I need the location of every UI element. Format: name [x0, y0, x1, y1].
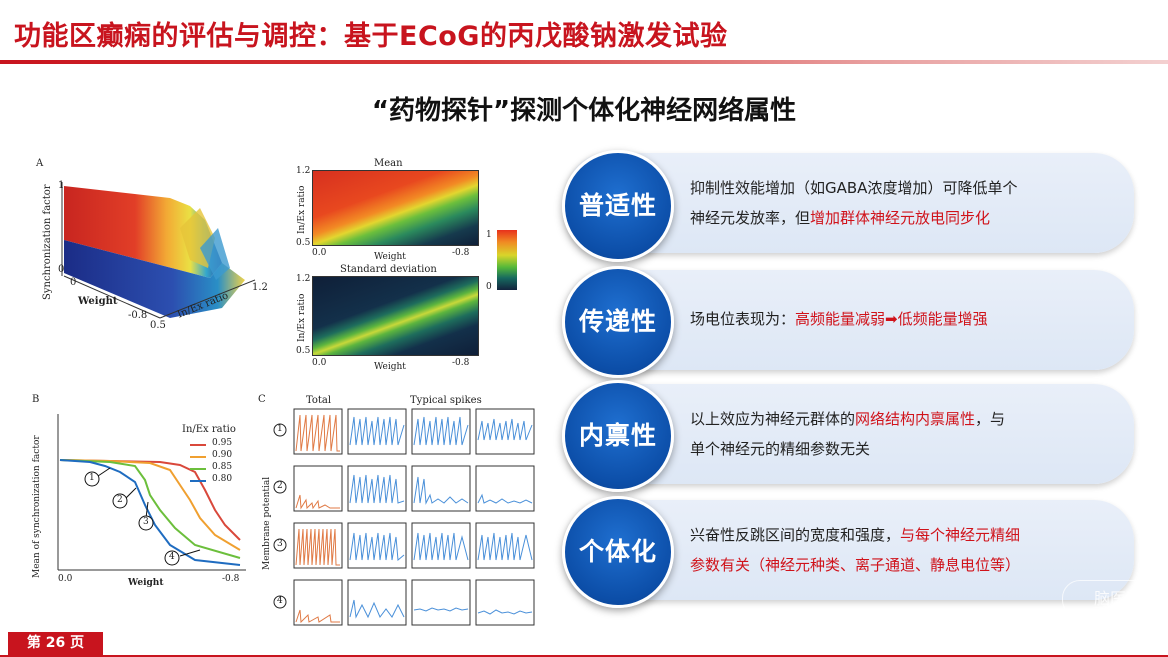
- heatmap-mean-ylabel: In/Ex ratio: [297, 185, 307, 234]
- card-text-tail: ，与: [975, 410, 1006, 428]
- panel-c-row-3: 3: [277, 539, 283, 549]
- colorbar-top: 1: [486, 230, 492, 240]
- card-line: 场电位表现为：高频能量减弱➡低频能量增强: [690, 304, 1120, 334]
- panel-b-legend-title: In/Ex ratio: [182, 424, 236, 435]
- slide-title: 功能区癫痫的评估与调控：基于ECoG的丙戊酸钠激发试验: [14, 21, 728, 52]
- card-text-plain: 以上效应为神经元群体的: [690, 410, 856, 428]
- card-line: 神经元发放率，但增加群体神经元放电同步化: [690, 203, 1120, 233]
- card-line: 兴奋性反跳区间的宽度和强度，与每个神经元精细: [690, 520, 1120, 550]
- heatmap-sd-xlabel: Weight: [374, 362, 406, 372]
- panel-a-z-bottom: 0: [58, 264, 65, 275]
- panel-a-ratio-end: 1.2: [252, 282, 268, 293]
- badge-circle: 传递性: [562, 266, 674, 378]
- legend-swatch-090: [190, 456, 206, 458]
- panel-b-marker-3: 3: [143, 517, 149, 527]
- heatmap-sd-ylabel: In/Ex ratio: [297, 293, 307, 342]
- heatmap-sd-y-top: 1.2: [296, 274, 311, 284]
- panel-a-weight-label: Weight: [78, 296, 118, 307]
- surface-plot: [61, 182, 256, 319]
- panel-b-label: B: [32, 394, 40, 405]
- heatmap-sd-x-left: 0.0: [312, 358, 327, 368]
- card-text: 以上效应为神经元群体的网络结构内禀属性，与 单个神经元的精细参数无关: [690, 404, 1120, 464]
- card-text: 抑制性效能增加（如GABA浓度增加）可降低单个 神经元发放率，但增加群体神经元放…: [690, 173, 1120, 233]
- panel-c-row-2: 2: [277, 481, 283, 491]
- legend-label-080: 0.80: [212, 474, 233, 484]
- card-line: 以上效应为神经元群体的网络结构内禀属性，与: [690, 404, 1120, 434]
- card-line: 参数有关（神经元种类、离子通道、静息电位等）: [690, 556, 1021, 574]
- heatmap-mean: [312, 170, 479, 246]
- heatmap-mean-title: Mean: [374, 158, 403, 169]
- legend-label-085: 0.85: [212, 462, 233, 472]
- heatmap-mean-x-left: 0.0: [312, 248, 327, 258]
- panel-c-spikes-label: Typical spikes: [410, 395, 482, 406]
- heatmap-sd-title: Standard deviation: [340, 264, 437, 275]
- panel-b-marker-1: 1: [89, 473, 95, 483]
- panel-c-row-1: 1: [277, 424, 283, 434]
- legend-swatch-085: [190, 468, 206, 470]
- heatmap-mean-x-right: -0.8: [452, 248, 470, 258]
- page-number: 第 26 页: [8, 632, 103, 655]
- badge-circle: 普适性: [562, 150, 674, 262]
- panel-a-z-top: 1: [58, 180, 65, 191]
- panel-a-zlabel: Synchronization factor: [42, 184, 53, 300]
- card-text-plain: 神经元发放率，但: [690, 209, 811, 227]
- badge-circle: 内禀性: [562, 380, 674, 492]
- card-text-highlight: 增加群体神经元放电同步化: [810, 209, 991, 227]
- card-text-plain: 兴奋性反跳区间的宽度和强度，: [690, 526, 901, 544]
- badge-circle: 个体化: [562, 496, 674, 608]
- panel-a-weight-0: 0: [70, 277, 77, 288]
- panel-a-weight-end: -0.8: [128, 310, 148, 321]
- legend-label-090: 0.90: [212, 450, 233, 460]
- card-text-highlight: 高频能量减弱➡低频能量增强: [795, 310, 988, 328]
- panel-b-marker-4: 4: [169, 552, 175, 562]
- card-text-highlight: 与每个神经元精细: [900, 526, 1021, 544]
- panel-c-label: C: [258, 394, 266, 405]
- badge-label: 内禀性: [578, 421, 657, 450]
- heatmap-sd: [312, 276, 479, 356]
- panel-a-label: A: [36, 158, 44, 169]
- legend-swatch-095: [190, 444, 206, 446]
- panel-b-x-right: -0.8: [222, 574, 240, 584]
- panel-c-row-4: 4: [277, 596, 283, 606]
- card-line: 单个神经元的精细参数无关: [690, 440, 871, 458]
- heatmap-mean-y-top: 1.2: [296, 166, 311, 176]
- card-text: 场电位表现为：高频能量减弱➡低频能量增强: [690, 304, 1120, 334]
- panel-c-total-label: Total: [306, 395, 332, 406]
- badge-label: 传递性: [578, 307, 657, 336]
- card-text: 兴奋性反跳区间的宽度和强度，与每个神经元精细 参数有关（神经元种类、离子通道、静…: [690, 520, 1120, 580]
- panel-b-xlabel: Weight: [128, 578, 164, 588]
- heatmap-sd-x-right: -0.8: [452, 358, 470, 368]
- slide-subtitle: “药物探针”探测个体化神经网络属性: [371, 96, 797, 126]
- watermark-logo: 脑医汇: [1062, 580, 1168, 618]
- heatmap-sd-y-bottom: 0.5: [296, 346, 311, 356]
- badge-label: 普适性: [578, 191, 657, 220]
- card-text-highlight: 网络结构内禀属性: [855, 410, 976, 428]
- card-line: 抑制性效能增加（如GABA浓度增加）可降低单个: [690, 179, 1018, 197]
- slide-header: 功能区癫痫的评估与调控：基于ECoG的丙戊酸钠激发试验: [0, 0, 1168, 64]
- legend-swatch-080: [190, 480, 206, 482]
- heatmap-mean-xlabel: Weight: [374, 252, 406, 262]
- panel-a-ratio-start: 0.5: [150, 320, 166, 331]
- legend-label-095: 0.95: [212, 438, 233, 448]
- panel-b-ylabel: Mean of synchronization factor: [32, 435, 42, 578]
- panel-b-plot: [57, 414, 246, 571]
- heatmap-mean-y-bottom: 0.5: [296, 238, 311, 248]
- colorbar-bottom: 0: [486, 282, 492, 292]
- panel-b-marker-2: 2: [117, 495, 123, 505]
- header-rule: [0, 60, 1168, 64]
- footer-rule: [0, 655, 1168, 657]
- badge-label: 个体化: [578, 537, 657, 566]
- panel-b-x-left: 0.0: [58, 574, 73, 584]
- panel-c-traces: [273, 408, 535, 626]
- card-text-plain: 场电位表现为：: [690, 310, 796, 328]
- colorbar: [497, 230, 517, 290]
